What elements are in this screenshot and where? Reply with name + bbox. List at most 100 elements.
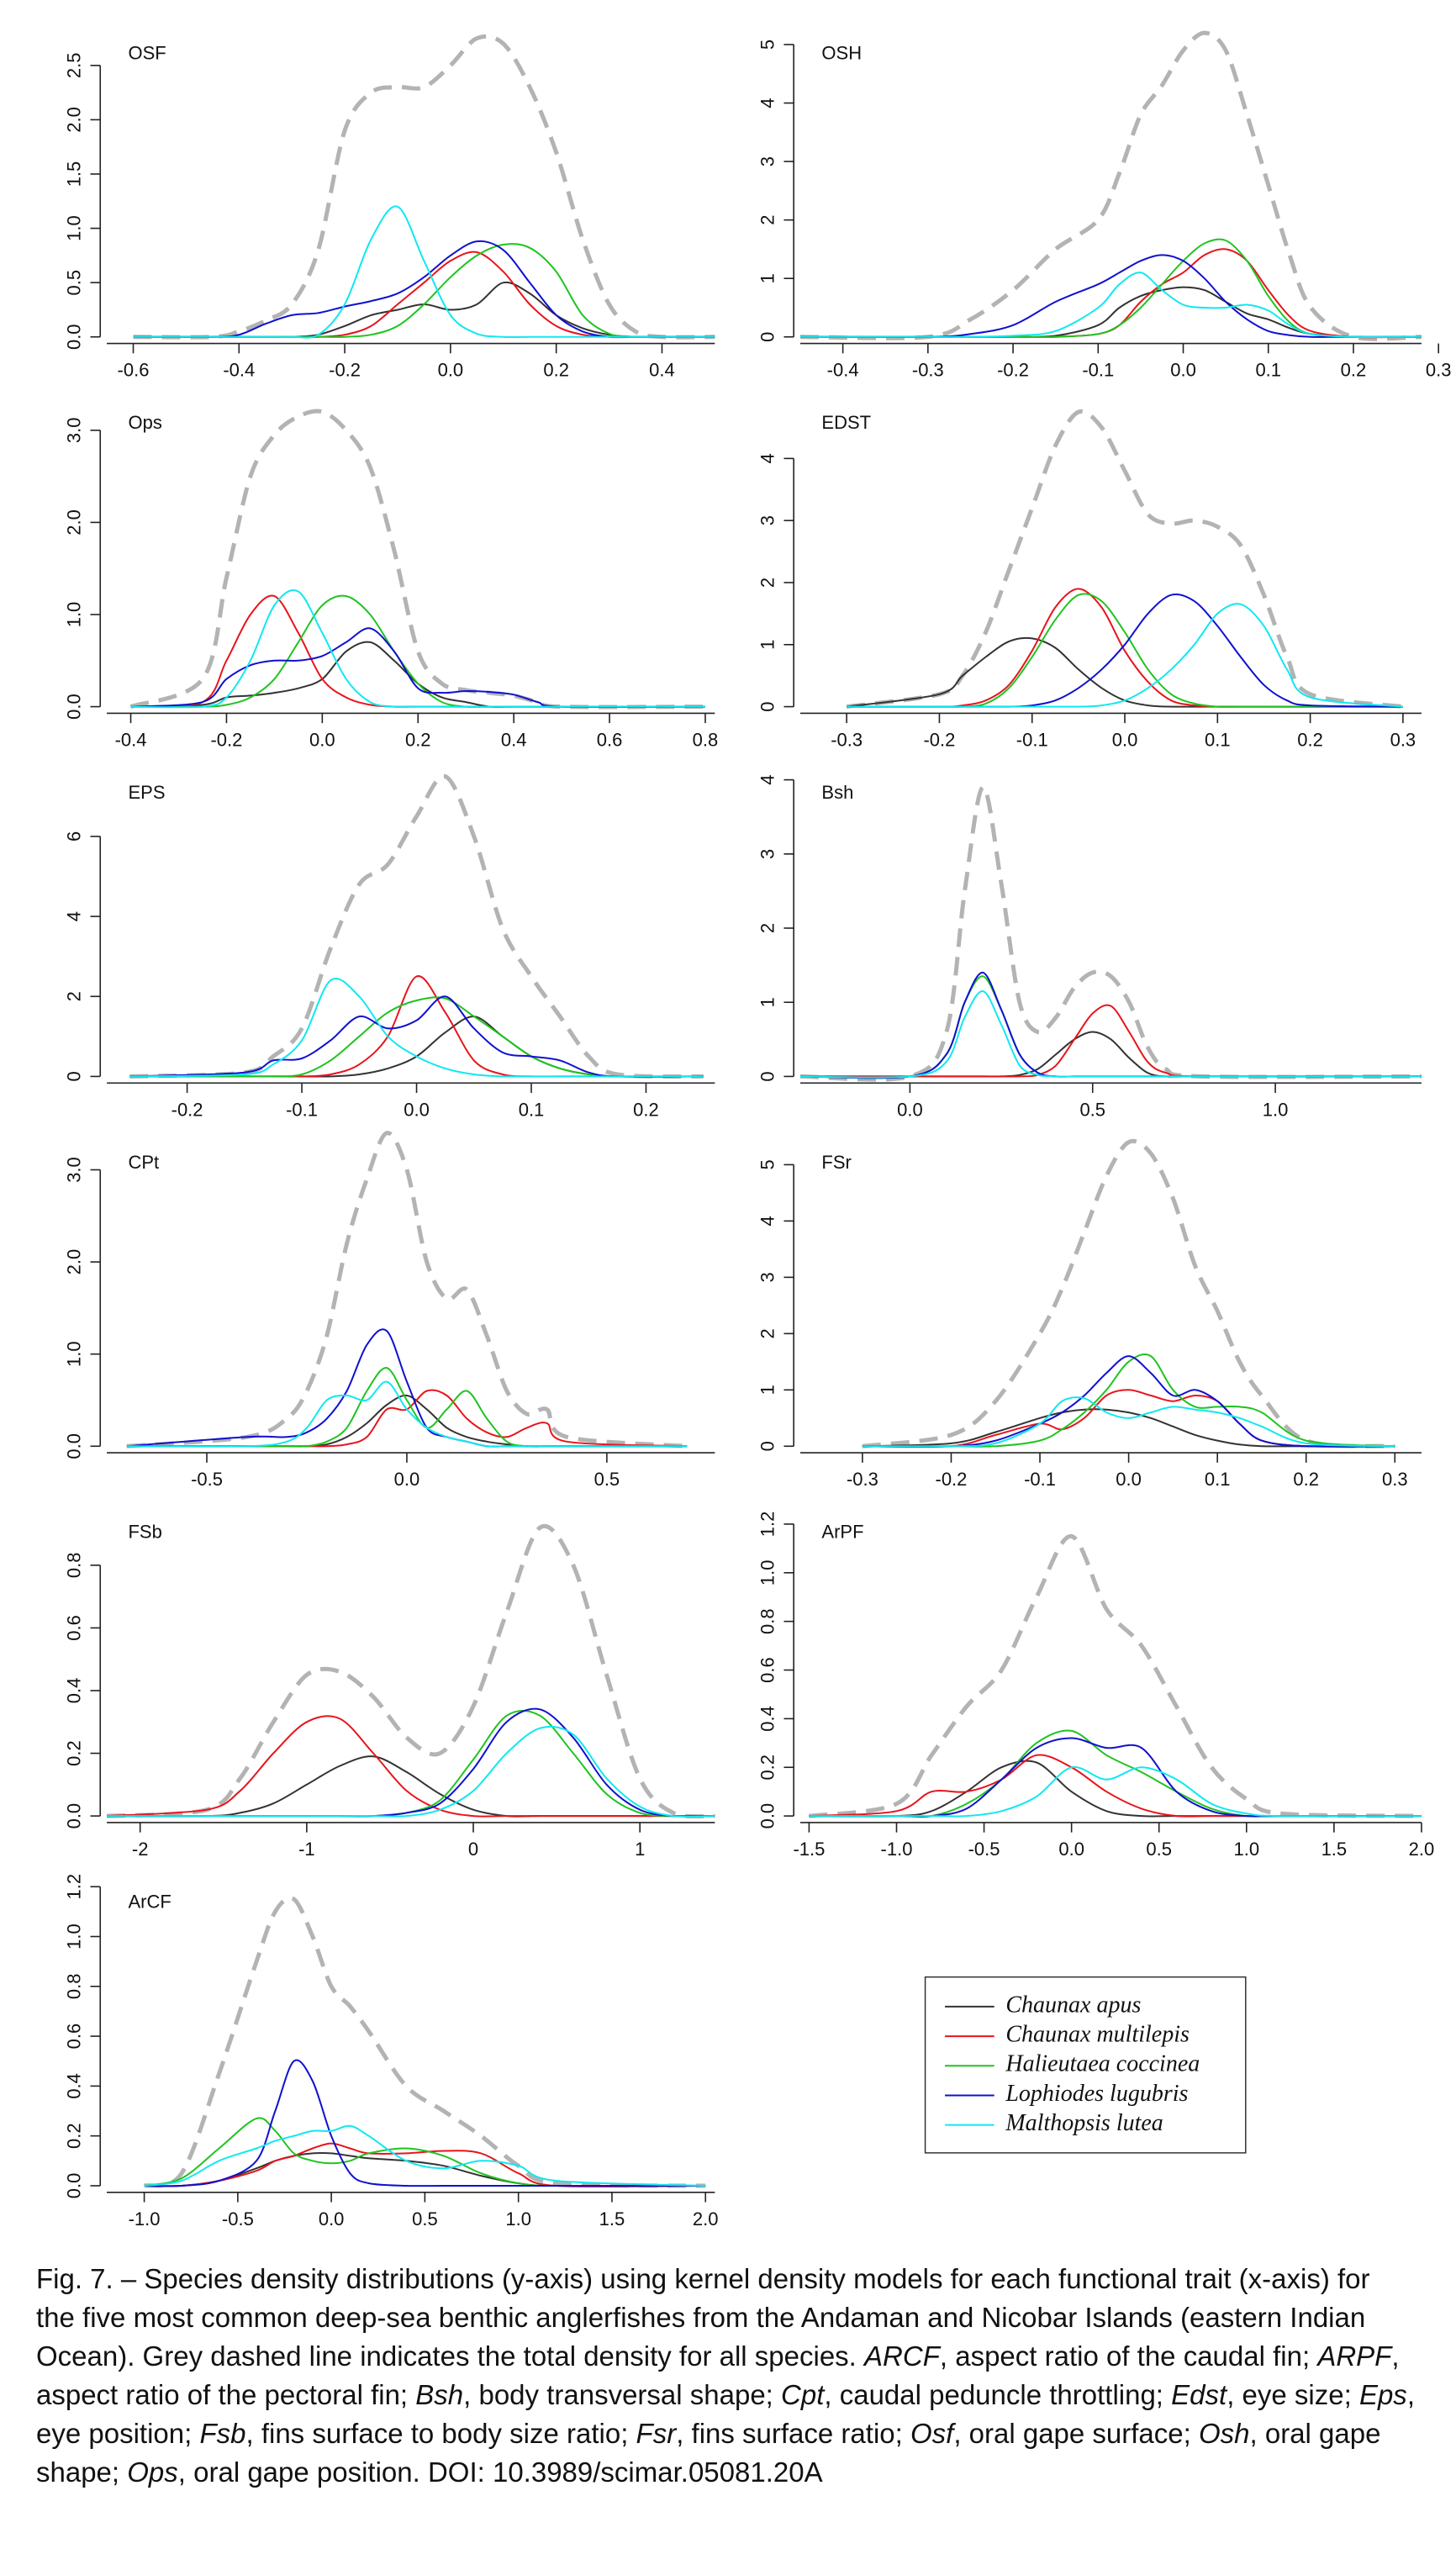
y-tick-label: 1 — [757, 640, 778, 650]
y-tick-label: 0.8 — [64, 1553, 85, 1579]
y-tick-label: 0.4 — [64, 2073, 85, 2099]
total-density — [799, 30, 1422, 341]
y-tick-label: 2.0 — [64, 1249, 85, 1275]
caption-text: , caudal peduncle throttling; — [824, 2379, 1172, 2410]
y-tick-label: 0.6 — [64, 2024, 85, 2050]
density-line — [130, 594, 705, 708]
panel-title: CPt — [128, 1152, 159, 1173]
density-line — [809, 1765, 1422, 1818]
density-line — [129, 975, 704, 1078]
y-tick-label: 1 — [757, 273, 778, 283]
density-line — [800, 272, 1422, 338]
density-line — [133, 240, 715, 339]
x-tick-label: 0.0 — [309, 729, 335, 750]
panel: -0.6 -0.4 -0.2 0.0 0.2 0.4 0.0 0.5 1.0 1.5 2.0 2.5 O… — [64, 34, 715, 381]
caption-text: , aspect ratio of the pectoral fin; — [36, 2340, 1400, 2410]
density-line — [144, 2142, 706, 2188]
x-tick-label: 0.0 — [438, 360, 464, 381]
x-tick-label: 2.0 — [1409, 1839, 1435, 1860]
y-tick-label: 0.4 — [757, 1706, 778, 1732]
x-tick-label: 0.6 — [597, 729, 623, 750]
density-line — [799, 990, 1422, 1079]
density-line — [799, 254, 1422, 338]
x-tick-label: -0.6 — [118, 360, 150, 381]
density-line — [133, 205, 715, 339]
y-tick-label: 1.0 — [64, 215, 85, 241]
y-tick-label: 1 — [757, 997, 778, 1007]
y-tick-label: 2.5 — [64, 53, 85, 79]
y-tick-label: 0 — [757, 1441, 778, 1451]
density-line — [144, 2059, 706, 2187]
x-tick-label: 0.4 — [649, 360, 675, 381]
y-tick-label: 4 — [64, 911, 85, 921]
figure: -0.6 -0.4 -0.2 0.0 0.2 0.4 0.0 0.5 1.0 1.5 2.0 2.5 O… — [64, 30, 1452, 2229]
y-tick-label: 0.2 — [64, 1740, 85, 1766]
density-line — [862, 1355, 1395, 1448]
density-line — [129, 995, 704, 1078]
x-tick-label: 0.3 — [1426, 360, 1452, 381]
x-tick-label: -0.2 — [210, 729, 242, 750]
x-tick-label: 0.1 — [519, 1099, 545, 1120]
x-tick-label: -0.1 — [286, 1099, 318, 1120]
caption-abbr: Edst — [1171, 2379, 1227, 2410]
caption-abbr: Fsb — [199, 2418, 246, 2449]
y-tick-label: 3.0 — [64, 418, 85, 444]
x-tick-label: 0.0 — [1112, 729, 1138, 750]
x-tick-label: 0.0 — [394, 1469, 420, 1490]
y-tick-label: 0.5 — [64, 270, 85, 296]
x-tick-label: -0.4 — [115, 729, 147, 750]
total-density — [133, 34, 715, 340]
total-density — [799, 784, 1422, 1082]
total-density — [862, 1138, 1395, 1448]
density-line — [862, 1354, 1395, 1448]
caption-abbr: Ops — [127, 2456, 178, 2488]
x-tick-label: 0.2 — [1293, 1469, 1319, 1490]
y-tick-label: 4 — [757, 453, 778, 463]
panel: 0.0 0.5 1.0 0 1 2 3 4 Bsh — [757, 774, 1422, 1120]
x-tick-label: 0.4 — [501, 729, 527, 750]
density-line — [809, 1760, 1422, 1818]
density-line — [847, 603, 1404, 708]
legend: Chaunax apus Chaunax multilepis Halieutaea… — [924, 1976, 1247, 2154]
caption-abbr: ARPF — [1317, 2340, 1392, 2372]
x-tick-label: 0.2 — [1341, 360, 1367, 381]
density-line — [862, 1396, 1395, 1448]
caption-text: , aspect ratio of the caudal fin; — [939, 2340, 1318, 2372]
density-line — [800, 238, 1422, 338]
x-tick-label: 0 — [468, 1839, 478, 1860]
x-tick-label: -0.4 — [223, 360, 255, 381]
density-line — [107, 1707, 715, 1818]
panel-title: EPS — [128, 782, 165, 803]
panel: -2 -1 0 1 0.0 0.2 0.4 0.6 0.8 FSb — [64, 1522, 715, 1860]
y-tick-label: 0 — [757, 1071, 778, 1081]
x-tick-label: -1.0 — [129, 2208, 161, 2229]
caption-abbr: Cpt — [781, 2379, 825, 2410]
caption-abbr: Eps — [1358, 2379, 1407, 2410]
x-tick-label: -0.5 — [222, 2208, 254, 2229]
y-tick-label: 6 — [64, 831, 85, 842]
x-tick-label: 0.0 — [897, 1099, 923, 1120]
x-tick-label: -1 — [298, 1839, 315, 1860]
density-line — [107, 1725, 715, 1818]
panel: -1.5 -1.0 -0.5 0.0 0.5 1.0 1.5 2.0 0.0 0.2 0.4 0.6 0… — [757, 1512, 1435, 1860]
x-tick-label: -1.0 — [881, 1839, 913, 1860]
density-line — [130, 641, 705, 708]
caption-abbr: ARCF — [864, 2340, 940, 2372]
y-tick-label: 2 — [757, 578, 778, 588]
panel-title: FSb — [128, 1522, 161, 1543]
x-tick-label: 0.5 — [1146, 1839, 1172, 1860]
y-tick-label: 1.2 — [64, 1874, 85, 1900]
x-tick-label: 0.1 — [1205, 1469, 1231, 1490]
x-tick-label: -0.1 — [1082, 360, 1114, 381]
y-tick-label: 0.2 — [64, 2123, 85, 2149]
density-line — [126, 1328, 688, 1448]
total-density — [846, 409, 1404, 710]
density-line — [800, 1031, 1422, 1078]
caption-abbr: Osh — [1198, 2418, 1250, 2449]
panel-title: OSF — [128, 42, 166, 63]
y-tick-label: 1.5 — [64, 161, 85, 187]
density-line — [107, 1715, 715, 1818]
x-tick-label: 0.2 — [405, 729, 431, 750]
x-tick-label: 0.0 — [1170, 360, 1196, 381]
